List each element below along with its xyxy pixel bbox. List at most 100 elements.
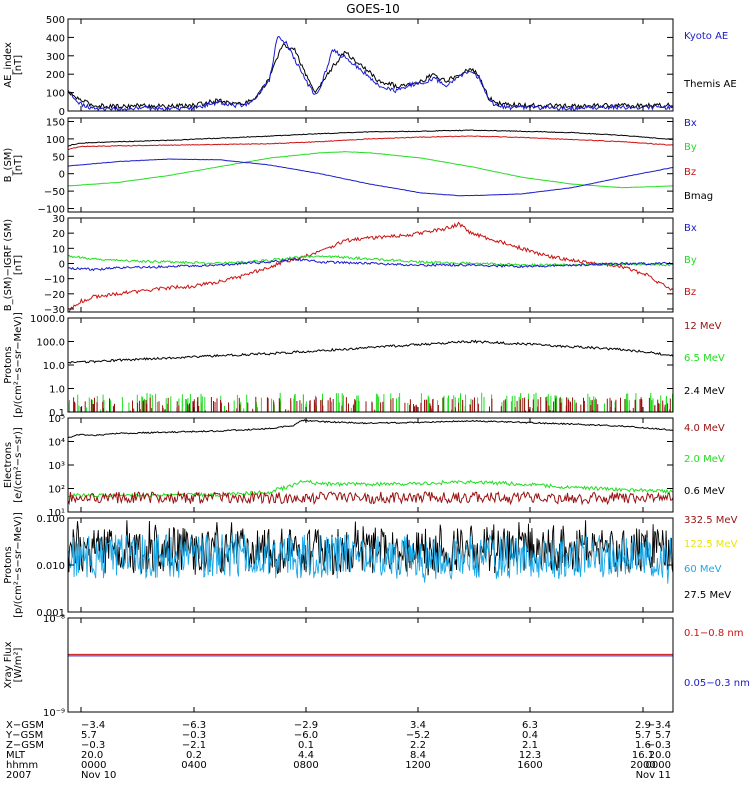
panel-2: −100 −50 0 50 100 150 B_(SM)[nT] Bx By Bz Bmag [3,117,713,215]
ephem-value: −5.2 [406,730,430,741]
legend-2-4-mev: 2.4 MeV [684,386,725,397]
series-bz [68,135,673,151]
ephem-value: 8.4 [410,750,426,761]
y-tick-label: 100 [46,135,65,146]
series-4-0-mev [68,490,673,506]
legend-60-mev: 60 MeV [684,564,722,575]
y-tick-label: −30 [44,305,65,316]
y-tick-label: −50 [44,187,65,198]
ephem-value: 0.2 [186,750,202,761]
ephem-value: 16.1 [632,750,654,761]
panel-3-frame [67,217,674,313]
y-tick-label: 200 [46,70,65,81]
legend-122-5-mev: 122.5 MeV [684,539,738,550]
series-60-mev [68,533,673,584]
y-tick-label: −20 [44,290,65,301]
y-tick-label: 10 [52,244,65,255]
ephem-value: 0800 [293,760,318,771]
ephem-value: 2.2 [410,740,426,751]
panel-4: 0.1 1.0 10.0 100.0 1000.0 Protons[p/(cm²−s−sr… [3,312,725,419]
panel-6: 0.001 0.010 0.100 Protons[p/(cm²−s−sr−MeV)]… [3,512,738,619]
ephem-value: −6.0 [294,730,318,741]
ephem-value: 1600 [517,760,542,771]
legend-27-5-mev: 27.5 MeV [684,590,731,601]
ephem-value: 12.3 [519,750,541,761]
panel-1-series [68,35,673,111]
y-axis-label: Xray Flux[W/m²] [3,641,24,688]
y-tick-label: 0 [59,259,65,270]
y-tick-label: 500 [46,15,65,26]
ephem-value: 0000 [646,760,671,771]
y-tick-label: 10¹ [48,508,65,519]
legend-0-6-mev: 0.6 MeV [684,486,725,497]
ephem-value: 20.0 [649,750,671,761]
series-2-4-mev [68,339,673,364]
series-kyoto-ae [68,35,673,111]
y-tick-label: 10⁴ [48,438,65,449]
y-tick-label: 50 [52,152,65,163]
ephem-value: −2.9 [294,720,318,731]
legend-0-1-0-8-nm: 0.1−0.8 nm [684,628,743,639]
series-bmag [68,129,673,147]
series-6-5-mev [68,392,673,412]
ephem-value: 6.3 [522,720,538,731]
legend-bz: Bz [684,167,696,178]
panel-3-series [68,221,673,312]
series-by [68,254,673,268]
ephem-row-label: MLT [6,750,26,761]
plot-title: GOES-10 [346,2,400,16]
ephem-value: 2.9 [635,720,651,731]
panel-2-frame [67,117,674,213]
y-tick-label: 0.1 [49,408,65,419]
series-by [68,151,673,189]
series-2-0-mev [68,479,673,499]
ephem-row-label: Z−GSM [6,740,44,751]
panel-5: 10¹ 10² 10³ 10⁴ 10⁵ Electrons[e/(cm²−s−sr)] 4.… [3,414,725,519]
y-tick-label: 10⁵ [48,414,65,425]
panel-3: −30 −20 −10 0 10 20 30 B_(SM)−IGRF (SM)[nT] Bx By… [3,214,697,316]
y-tick-label: 10⁻⁸ [43,614,65,625]
panel-7: 10⁻⁹ 10⁻⁸ Xray Flux[W/m²] 0.1−0.8 nm 0.05−0.… [3,614,750,719]
series-bx [68,158,673,197]
ephem-value: −3.4 [81,720,105,731]
legend-themis-ae: Themis AE [683,79,737,90]
y-tick-label: 10² [48,485,65,496]
ephem-value: 0.4 [522,730,538,741]
y-tick-label: 10⁻⁹ [43,708,65,719]
ephem-value: −0.3 [182,730,206,741]
ephem-year: 2007 [6,770,31,781]
ephem-value: 2.1 [522,740,538,751]
ephem-value: −6.3 [182,720,206,731]
y-tick-label: 400 [46,33,65,44]
series-bz [68,221,673,312]
legend-bx: Bx [684,118,697,129]
y-axis-label: Protons[p/(cm²−s−sr−MeV)] [3,312,24,418]
legend-by: By [684,255,697,266]
y-axis-label: AE_index[nT] [3,42,24,88]
y-tick-label: 10.0 [43,361,65,372]
legend-kyoto-ae: Kyoto AE [684,31,728,42]
panel-4-frame [67,317,674,413]
ephem-value: −3.4 [647,720,671,731]
series-bx [68,257,673,272]
legend-4-0-mev: 4.0 MeV [684,423,725,434]
ephem-row-label: hhmm [6,760,38,771]
y-tick-label: 0 [59,107,65,118]
y-axis-label: Electrons[e/(cm²−s−sr)] [3,427,24,503]
y-tick-label: 20 [52,229,65,240]
ephem-value: 1200 [405,760,430,771]
y-axis-label: B_(SM)−IGRF (SM)[nT] [3,219,24,311]
panel-1: 0 100 200 300 400 500 AE_index[nT] Kyoto AE Them… [3,15,737,118]
ephem-value: −0.3 [647,740,671,751]
series-0-6-mev [68,419,673,439]
y-tick-label: 0.010 [36,561,65,572]
legend-0-05-0-3-nm: 0.05−0.3 nm [684,678,750,689]
y-tick-label: 0.100 [36,514,65,525]
ephem-value: 1.6 [635,740,651,751]
y-tick-label: 0 [59,170,65,181]
ephem-value: 5.7 [81,730,97,741]
ephem-value: −0.3 [81,740,105,751]
legend-332-5-mev: 332.5 MeV [684,515,738,526]
